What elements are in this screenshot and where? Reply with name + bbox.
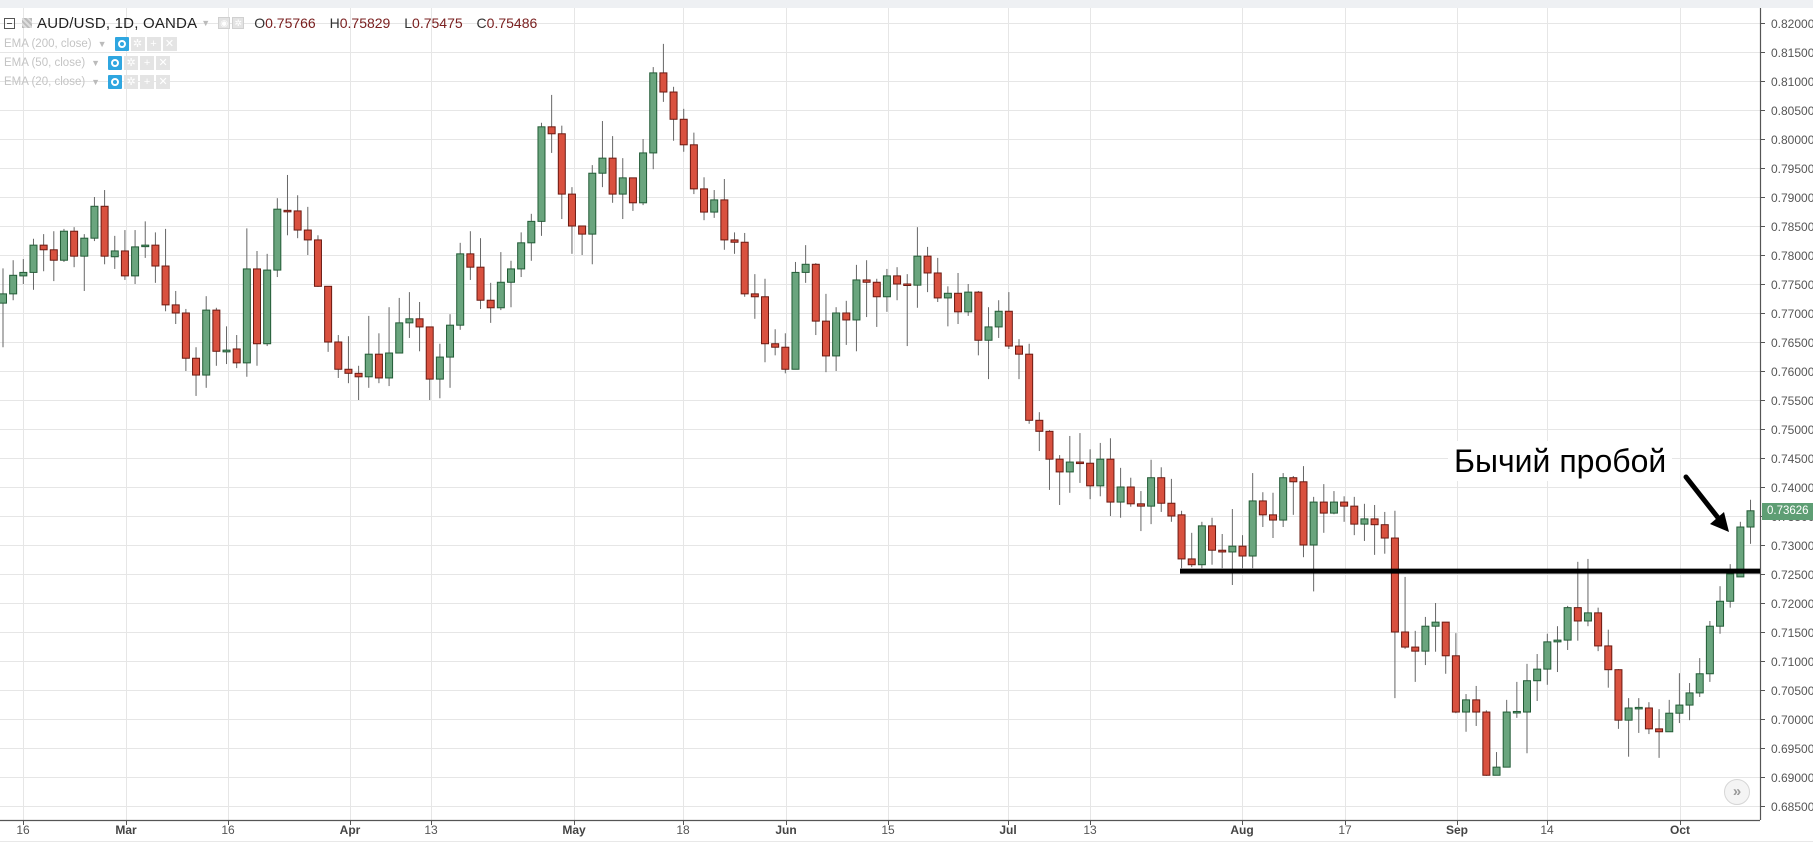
price-axis-label: 0.81000 (1771, 74, 1813, 89)
plus-icon[interactable]: + (140, 55, 155, 70)
close-label: C (476, 15, 487, 31)
time-axis-label: 15 (881, 823, 895, 837)
high-value: 0.75829 (339, 15, 391, 31)
collapse-legend-icon[interactable] (4, 17, 15, 29)
time-axis-label: Jul (999, 823, 1017, 837)
plus-icon[interactable]: + (146, 36, 161, 51)
last-price-tag: 0.73626 (1762, 503, 1813, 520)
time-axis-label: 13 (424, 823, 438, 837)
symbol-title[interactable]: AUD/USD, 1D, OANDA (37, 14, 198, 32)
price-axis-label: 0.68500 (1771, 799, 1813, 814)
price-axis-label: 0.70500 (1771, 683, 1813, 698)
price-axis-label: 0.77000 (1771, 306, 1813, 321)
price-axis-label: 0.78000 (1771, 248, 1813, 263)
eye-icon[interactable] (108, 74, 123, 89)
gear-icon[interactable]: ✲ (124, 55, 139, 70)
price-axis-label: 0.69500 (1771, 741, 1813, 756)
price-axis-label: 0.75000 (1771, 422, 1813, 437)
price-axis-label: 0.71500 (1771, 625, 1813, 640)
open-label: O (254, 15, 266, 31)
price-axis-label: 0.78500 (1771, 219, 1813, 234)
chevron-down-icon[interactable]: ▼ (91, 57, 101, 68)
chevron-down-icon[interactable]: ▼ (97, 38, 107, 49)
low-label: L (404, 15, 413, 31)
high-label: H (329, 15, 340, 31)
drawings (1180, 474, 1760, 574)
price-axis-label: 0.74500 (1771, 451, 1813, 466)
axes (0, 8, 1765, 825)
bottom-divider (0, 841, 1813, 842)
eye-icon[interactable]: ◉ (218, 17, 231, 29)
price-axis-label: 0.73000 (1771, 538, 1813, 553)
chart-legend: AUD/USD, 1D, OANDA ▼ ◉ ✲ O0.75766 H0.758… (4, 12, 547, 91)
time-axis-label: 16 (16, 823, 30, 837)
gear-icon[interactable]: ✲ (124, 74, 139, 89)
annotation-text: Бычий пробой (1448, 441, 1673, 481)
indicator-ema-20: EMA (20, close) ▼ ✲ + ✕ (4, 72, 547, 91)
symbol-row: AUD/USD, 1D, OANDA ▼ ◉ ✲ O0.75766 H0.758… (4, 12, 547, 34)
price-axis-label: 0.72000 (1771, 596, 1813, 611)
price-axis-label: 0.74000 (1771, 480, 1813, 495)
price-axis-label: 0.70000 (1771, 712, 1813, 727)
time-axis-label: 17 (1338, 823, 1352, 837)
indicator-ema-50: EMA (50, close) ▼ ✲ + ✕ (4, 53, 547, 72)
price-axis-label: 0.72500 (1771, 567, 1813, 582)
time-axis-label: Jun (775, 823, 797, 837)
grid-lines (0, 8, 1760, 820)
time-axis-label: May (562, 823, 586, 837)
indicator-label[interactable]: EMA (200, close) (4, 37, 92, 50)
price-axis-label: 0.79000 (1771, 190, 1813, 205)
close-value: 0.75486 (486, 15, 538, 31)
top-toolbar-band (0, 0, 1813, 8)
indicator-label[interactable]: EMA (20, close) (4, 75, 86, 88)
price-axis-label: 0.69000 (1771, 770, 1813, 785)
time-axis-label: Aug (1230, 823, 1254, 837)
low-value: 0.75475 (412, 15, 463, 31)
scroll-to-realtime-button[interactable]: » (1724, 779, 1750, 805)
indicator-label[interactable]: EMA (50, close) (4, 56, 86, 69)
time-axis-label: Sep (1445, 823, 1469, 837)
open-value: 0.75766 (265, 15, 316, 31)
time-axis-label: Oct (1669, 823, 1691, 837)
time-axis-label: 18 (676, 823, 690, 837)
price-axis-label: 0.77500 (1771, 277, 1813, 292)
eye-icon[interactable] (114, 36, 129, 51)
chevron-down-icon[interactable]: ▼ (201, 18, 211, 28)
close-icon[interactable]: ✕ (156, 74, 171, 89)
time-axis-label: 16 (221, 823, 235, 837)
chevron-down-icon[interactable]: ▼ (91, 76, 101, 87)
price-axis-label: 0.71000 (1771, 654, 1813, 669)
price-axis-label: 0.81500 (1771, 45, 1813, 60)
close-icon[interactable]: ✕ (162, 36, 177, 51)
candles (0, 43, 1755, 776)
eye-icon[interactable] (108, 55, 123, 70)
price-axis-label: 0.75500 (1771, 393, 1813, 408)
price-axis-label: 0.76000 (1771, 364, 1813, 379)
price-axis-label: 0.80500 (1771, 103, 1813, 118)
price-axis-label: 0.79500 (1771, 161, 1813, 176)
time-axis-label: Mar (115, 823, 137, 837)
gear-icon[interactable]: ✲ (130, 36, 145, 51)
price-axis-label: 0.80000 (1771, 132, 1813, 147)
price-axis-label: 0.82000 (1771, 16, 1813, 31)
time-axis-label: 14 (1540, 823, 1554, 837)
price-axis-label: 0.76500 (1771, 335, 1813, 350)
plus-icon[interactable]: + (140, 74, 155, 89)
symbol-icon (22, 18, 32, 28)
gear-icon[interactable]: ✲ (232, 17, 245, 29)
ohlc-values: O0.75766 H0.75829 L0.75475 C0.75486 (254, 15, 547, 31)
indicator-ema-200: EMA (200, close) ▼ ✲ + ✕ (4, 34, 547, 53)
time-axis-label: Apr (339, 823, 361, 837)
close-icon[interactable]: ✕ (156, 55, 171, 70)
time-axis-label: 13 (1083, 823, 1097, 837)
